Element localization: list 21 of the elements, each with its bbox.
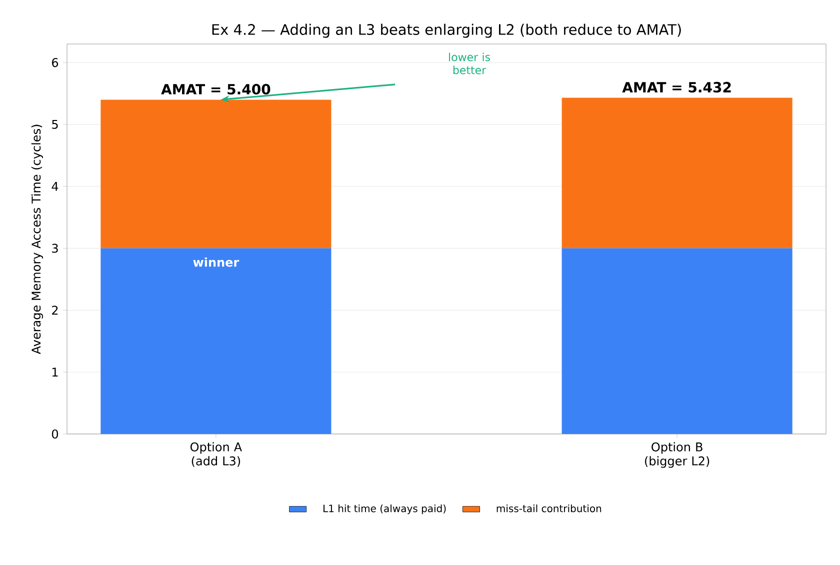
bar	[100, 248, 332, 434]
total-label: AMAT = 5.432	[622, 82, 731, 93]
annotation: winner	[193, 257, 240, 267]
y-tick-label: 1	[52, 368, 58, 376]
x-tick-label: Option B (bigger L2)	[645, 442, 710, 468]
legend-label: miss-tail contribution	[496, 504, 602, 512]
legend-label: L1 hit time (always paid)	[324, 504, 446, 514]
y-tick-label: 4	[52, 182, 58, 191]
x-tick-label: Option A (add L3)	[190, 442, 242, 467]
chart-title: Ex 4.2 — Adding an L3 beats enlarging L2 (both reduce to AMAT)	[212, 24, 681, 38]
y-tick-label: 2	[52, 306, 58, 315]
total-label: AMAT = 5.400	[161, 84, 270, 95]
y-tick-label: 3	[52, 244, 58, 253]
bar	[562, 98, 792, 248]
y-axis-title: Average Memory Access Time (cycles)	[31, 124, 43, 354]
bar	[100, 100, 332, 248]
y-tick-label: 6	[52, 58, 58, 68]
annotation: lower is better	[449, 52, 490, 74]
bar	[562, 248, 792, 434]
y-tick-label: 5	[52, 120, 58, 129]
y-tick-label: 0	[52, 429, 58, 439]
